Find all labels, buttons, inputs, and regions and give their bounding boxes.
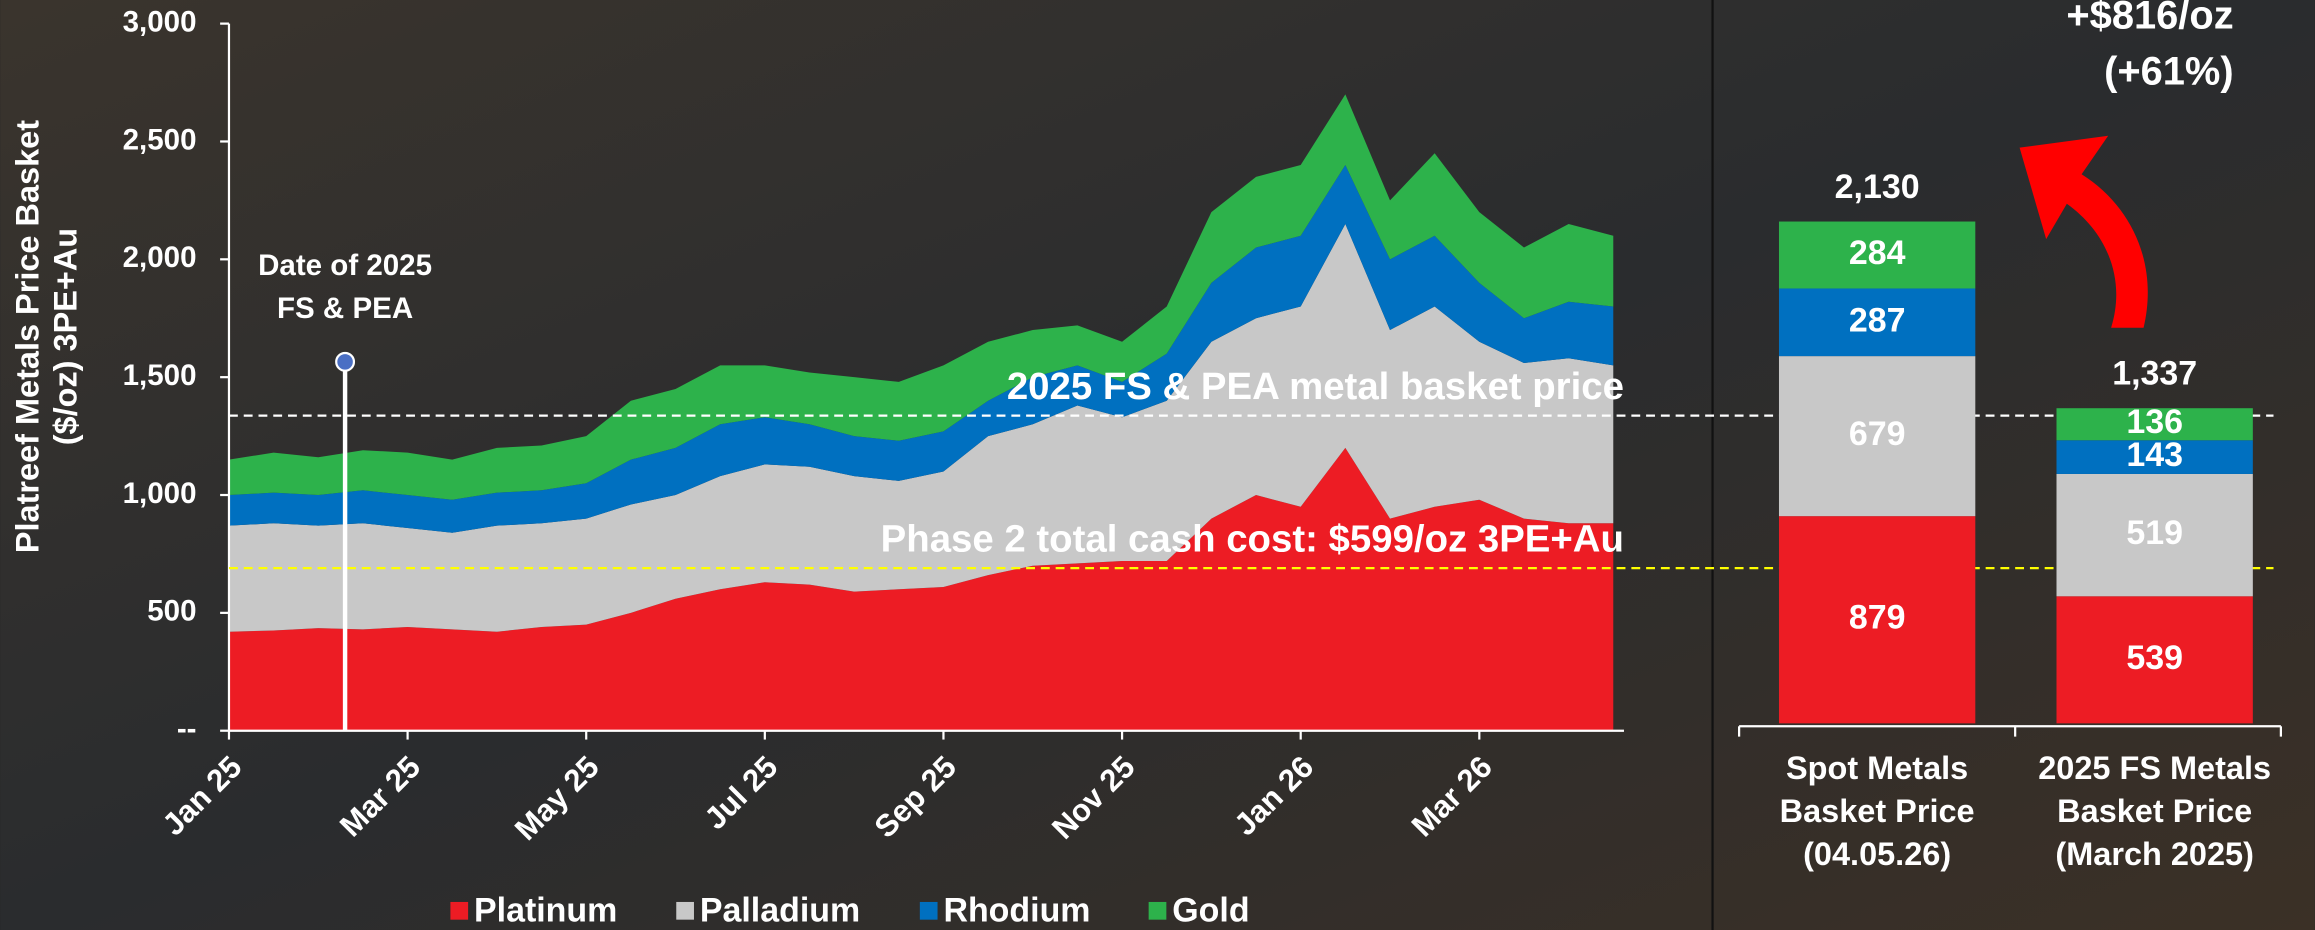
legend-label: Gold <box>1172 891 1249 929</box>
bar-category-label: Basket Price <box>2057 793 2252 829</box>
bar-category-label: Spot Metals <box>1786 750 1968 786</box>
reference-label: Phase 2 total cash cost: $599/oz 3PE+Au <box>881 518 1624 561</box>
area <box>228 447 1614 731</box>
arrow <box>2019 135 2148 328</box>
reference-label: 2025 FS & PEA metal basket price <box>1007 365 1624 408</box>
bar-segment <box>1778 288 1976 357</box>
bar-segment <box>2056 473 2253 597</box>
bar-segment <box>1778 516 1976 724</box>
bar-category-label: (March 2025) <box>2055 836 2254 872</box>
bar-segment <box>1778 221 1976 289</box>
bar-value-label: 284 <box>1849 234 1906 272</box>
bar-total-label: 2,130 <box>1835 168 1920 206</box>
bar-value-label: 539 <box>2126 639 2183 677</box>
bar-segment <box>2056 408 2253 441</box>
y-tick-label: 2,000 <box>123 241 197 274</box>
bar-value-label: 287 <box>1849 301 1906 339</box>
legend-label: Rhodium <box>943 891 1090 929</box>
marker-dot <box>335 351 356 372</box>
bar-value-label: 143 <box>2126 436 2183 474</box>
bar-value-label: 136 <box>2126 403 2183 441</box>
y-axis-label: Platreef Metals Price Basket <box>9 120 45 553</box>
bar-value-label: 879 <box>1849 599 1906 637</box>
marker-label: Date of 2025 <box>258 249 432 282</box>
marker-label: FS & PEA <box>277 292 413 325</box>
area <box>228 165 1614 533</box>
legend-swatch <box>919 901 938 920</box>
bar-category-label: (04.05.26) <box>1803 836 1951 872</box>
bar-category-label: 2025 FS Metals <box>2038 750 2271 786</box>
area <box>228 94 1614 500</box>
legend-label: Platinum <box>474 891 617 929</box>
legend-swatch <box>1148 901 1167 920</box>
y-tick-label: 1,500 <box>123 359 197 392</box>
legend-swatch <box>450 901 469 920</box>
bar-segment <box>2056 440 2253 474</box>
legend-label: Palladium <box>700 891 860 929</box>
area <box>228 223 1614 632</box>
y-tick-label: 2,500 <box>123 123 197 156</box>
legend-swatch <box>676 901 694 920</box>
y-tick-label: 1,000 <box>123 477 197 510</box>
bar-segment <box>2056 596 2253 724</box>
y-axis-label: ($/oz) 3PE+Au <box>48 228 84 445</box>
y-tick-label: 3,000 <box>123 5 197 38</box>
y-tick-label: 500 <box>147 595 196 628</box>
annotation: +$816/oz <box>2066 0 2233 37</box>
bar-value-label: 519 <box>2126 514 2183 552</box>
y-tick-label: -- <box>177 713 197 746</box>
bar-total-label: 1,337 <box>2112 355 2197 393</box>
bar-segment <box>1778 356 1976 517</box>
bar-value-label: 679 <box>1849 415 1906 453</box>
bar-category-label: Basket Price <box>1780 793 1975 829</box>
annotation: (+61%) <box>2104 49 2234 93</box>
